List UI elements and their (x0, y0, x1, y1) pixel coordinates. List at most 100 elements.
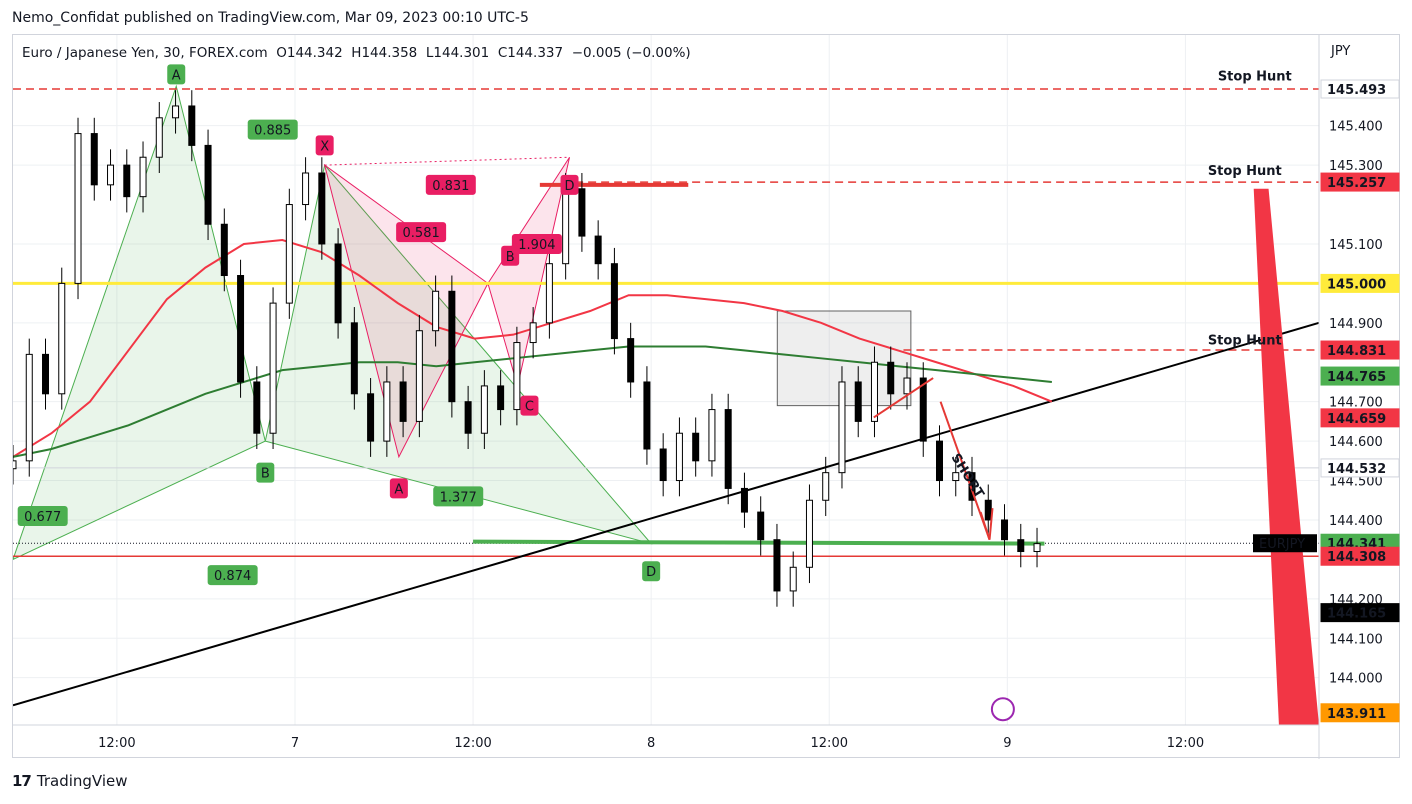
green-ratio-1: 0.885 (254, 124, 291, 139)
candle-body (675, 432, 683, 482)
green-ratio-4: 0.874 (214, 569, 251, 584)
price-label: 143.911 (1327, 707, 1386, 722)
stop-hunt-label: Stop Hunt (1208, 333, 1282, 348)
price-label-bg (1320, 79, 1400, 99)
candle-body (545, 263, 553, 324)
price-label: 145.493 (1327, 83, 1386, 98)
candle-body (334, 243, 342, 324)
x-tick-label: 12:00 (98, 736, 135, 751)
price-label: 144.659 (1327, 412, 1386, 427)
harmonic-pink-leg2 (487, 156, 571, 387)
candle-body (1033, 543, 1041, 553)
price-label: 144.165 (1327, 607, 1386, 622)
harmonic-pink-xd (324, 156, 570, 166)
short-arrow-head (979, 508, 994, 540)
candle-body (415, 330, 423, 422)
legend-high: H144.358 (351, 45, 418, 61)
candle-body (237, 275, 245, 383)
candle-body (643, 381, 651, 450)
pink-point-b: B (506, 250, 515, 265)
candle-body (968, 472, 976, 501)
candle-body (870, 361, 878, 422)
symbol-tag-bg (1253, 534, 1317, 553)
price-label: 144.765 (1327, 370, 1386, 385)
y-tick-label: 144.100 (1329, 632, 1383, 647)
y-tick-label: 144.000 (1329, 672, 1383, 687)
price-label-bg (1320, 172, 1400, 192)
legend-close: C144.337 (497, 45, 564, 61)
candle-body (58, 282, 66, 395)
candle-body (773, 539, 781, 592)
price-label: 145.000 (1327, 277, 1386, 292)
x-tick-label: 12:00 (454, 736, 491, 751)
candle-body (90, 133, 98, 186)
candle-body (464, 401, 472, 434)
candle-body (139, 156, 147, 198)
candle-body (935, 440, 943, 482)
candle-body (480, 385, 488, 434)
y-tick-label: 144.900 (1329, 317, 1383, 332)
green-ratio-3: 1.377 (440, 490, 477, 505)
candle-body (188, 105, 196, 146)
price-label-bg (1320, 366, 1400, 386)
symbol-tag: EURJPY (1259, 537, 1305, 552)
stop-hunt-label: Stop Hunt (1208, 164, 1282, 179)
candle-body (172, 105, 180, 119)
candle-body (318, 172, 326, 245)
pink-point-a: A (394, 482, 403, 497)
price-label-bg (1320, 546, 1400, 566)
legend-symbol[interactable]: Euro / Japanese Yen, 30, FOREX.com (22, 45, 268, 61)
pink-ratio-3-bg (511, 233, 562, 254)
candle-body (659, 448, 667, 482)
green-point-a: A (172, 68, 181, 83)
pink-point-d-bg (560, 174, 579, 195)
price-label: 145.257 (1327, 176, 1386, 191)
y-tick-label: 145.100 (1329, 238, 1383, 253)
candle-body (887, 361, 895, 395)
candle-body (155, 117, 163, 158)
pink-ratio-1: 0.831 (432, 179, 469, 194)
trendline (13, 321, 1320, 707)
candles (13, 90, 1041, 607)
candle-body (708, 409, 716, 462)
x-tick-label: 12:00 (1167, 736, 1204, 751)
green-point-d: D (646, 565, 656, 580)
green-ratio-4-bg (207, 565, 258, 586)
candle-body (594, 235, 602, 265)
candle-body (610, 263, 618, 340)
candle-body (757, 511, 765, 541)
pink-point-a-bg (389, 478, 408, 499)
pink-point-x-bg (315, 135, 334, 156)
ema-slow-line (13, 345, 1052, 458)
candle-body (399, 381, 407, 422)
price-label-bg (1320, 458, 1400, 478)
candle-body (1017, 539, 1025, 553)
price-label: 144.831 (1327, 344, 1386, 359)
candle-body (578, 188, 586, 237)
candle-body (204, 144, 212, 225)
x-tick-label: 8 (647, 736, 655, 751)
publisher-line: Nemo_Confidat published on TradingView.c… (12, 10, 529, 26)
green-point-a-bg (167, 64, 186, 85)
candle-body (952, 472, 960, 482)
tradingview-logo-icon[interactable]: 𝟭𝟳 (12, 772, 32, 790)
legend-open: O144.342 (276, 45, 343, 61)
candle-body (497, 385, 505, 411)
candle-body (107, 164, 115, 186)
y-tick-label: 145.300 (1329, 159, 1383, 174)
footer-brand[interactable]: TradingView (36, 772, 128, 790)
price-label-bg (1320, 408, 1400, 428)
candle-body (513, 342, 521, 411)
candle-body (269, 302, 277, 434)
candle-body (838, 381, 846, 474)
candle-body (627, 338, 635, 383)
green-point-b-bg (256, 462, 275, 483)
grid (13, 35, 1319, 725)
candle-body (529, 322, 537, 344)
y-tick-label: 144.400 (1329, 514, 1383, 529)
chart-frame[interactable]: SHORT Stop Hunt Stop Hunt Stop Hunt A B D 0.885… (12, 34, 1401, 759)
price-label-bg (1320, 603, 1400, 623)
candle-body (220, 223, 228, 277)
price-label-bg (1320, 273, 1400, 293)
